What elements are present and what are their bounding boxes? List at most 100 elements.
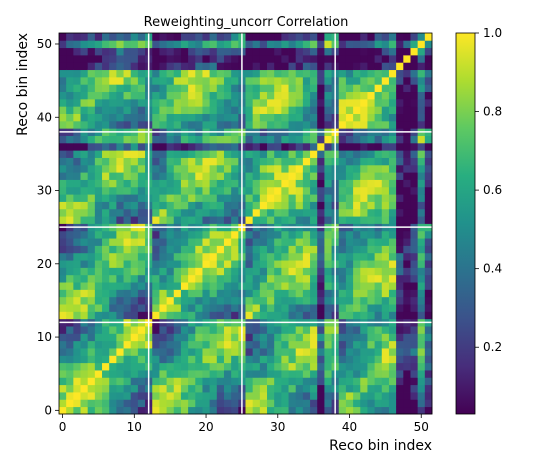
x-axis: 0 10 20 30 40 50	[59, 414, 429, 434]
heatmap-cell	[173, 348, 182, 356]
heatmap-cell	[173, 194, 182, 202]
heatmap-cell	[345, 120, 354, 129]
heatmap-cell	[73, 164, 81, 173]
heatmap-cell	[281, 399, 289, 408]
heatmap-cell	[345, 84, 354, 93]
heatmap-cell	[245, 208, 254, 217]
heatmap-cell	[288, 201, 297, 210]
heatmap-cell	[216, 274, 225, 283]
heatmap-cell	[252, 40, 261, 49]
heatmap-cell	[274, 282, 282, 290]
heatmap-cell	[317, 216, 325, 224]
heatmap-cell	[259, 172, 268, 180]
heatmap-cell	[166, 84, 175, 93]
heatmap-cell	[367, 201, 376, 210]
heatmap-cell	[87, 399, 96, 408]
heatmap-cell	[345, 230, 354, 239]
heatmap-cell	[102, 120, 110, 129]
heatmap-cell	[360, 201, 368, 210]
heatmap-cell	[180, 62, 189, 71]
heatmap-cell	[73, 348, 81, 356]
heatmap-cell	[267, 406, 275, 415]
heatmap-cell	[274, 164, 282, 173]
heatmap-cell	[295, 113, 304, 122]
heatmap-cell	[73, 91, 81, 100]
heatmap-cell	[410, 274, 419, 283]
heatmap-cell	[195, 120, 203, 129]
heatmap-cell	[317, 348, 325, 356]
heatmap-cell	[353, 157, 361, 166]
heatmap-cell	[317, 33, 325, 41]
heatmap-cell	[73, 216, 81, 224]
heatmap-cell	[209, 370, 218, 378]
heatmap-cell	[223, 311, 232, 320]
x-tick-label: 40	[342, 420, 357, 434]
heatmap-cell	[59, 164, 67, 173]
heatmap-cell	[295, 311, 304, 320]
heatmap-cell	[59, 311, 67, 320]
heatmap-cell	[209, 230, 218, 239]
heatmap-cell	[188, 267, 196, 276]
heatmap-cell	[410, 76, 419, 85]
heatmap-cell	[403, 142, 411, 151]
heatmap-cell	[345, 282, 354, 290]
heatmap-cell	[310, 84, 318, 93]
heatmap-cell	[195, 69, 203, 78]
heatmap-cell	[310, 289, 318, 298]
heatmap-cell	[274, 201, 282, 210]
heatmap-cell	[202, 238, 211, 246]
heatmap-cell	[109, 296, 117, 305]
heatmap-cell	[166, 304, 175, 312]
heatmap-cell	[252, 384, 261, 393]
heatmap-cell	[310, 260, 318, 268]
heatmap-cell	[180, 326, 189, 334]
heatmap-cell	[324, 76, 332, 85]
heatmap-cell	[424, 245, 433, 254]
heatmap-cell	[267, 179, 275, 188]
heatmap-cell	[417, 201, 426, 210]
heatmap-cell	[173, 267, 182, 276]
heatmap-cell	[252, 135, 261, 144]
heatmap-cell	[424, 54, 433, 63]
heatmap-cell	[73, 62, 81, 71]
heatmap-cell	[59, 172, 67, 180]
heatmap-cell	[295, 370, 304, 378]
heatmap-cell	[388, 362, 397, 371]
heatmap-cell	[152, 348, 160, 356]
heatmap-cell	[410, 392, 419, 400]
heatmap-cell	[173, 370, 182, 378]
heatmap-cell	[259, 282, 268, 290]
heatmap-cell	[338, 98, 347, 107]
heatmap-cell	[180, 282, 189, 290]
heatmap-cell	[59, 150, 67, 158]
heatmap-cell	[317, 69, 325, 78]
heatmap-cell	[102, 348, 110, 356]
heatmap-cell	[410, 106, 419, 114]
heatmap-cell	[360, 304, 368, 312]
heatmap-cell	[188, 157, 196, 166]
heatmap-cell	[66, 392, 74, 400]
heatmap-cell	[259, 348, 268, 356]
heatmap-cell	[188, 40, 196, 49]
heatmap-cell	[166, 172, 175, 180]
heatmap-cell	[66, 326, 74, 334]
heatmap-cell	[80, 326, 89, 334]
heatmap-cell	[223, 333, 232, 342]
heatmap-cell	[80, 208, 89, 217]
heatmap-cell	[410, 135, 419, 144]
heatmap-cell	[116, 54, 124, 63]
heatmap-cell	[66, 377, 74, 386]
heatmap-cell	[109, 84, 117, 93]
heatmap-cell	[137, 399, 146, 408]
heatmap-cell	[180, 245, 189, 254]
heatmap-cell	[94, 194, 103, 202]
heatmap-cell	[59, 76, 67, 85]
heatmap-cell	[188, 47, 196, 56]
heatmap-cell	[87, 289, 96, 298]
heatmap-cell	[159, 399, 167, 408]
heatmap-cell	[123, 84, 132, 93]
heatmap-cell	[324, 179, 332, 188]
heatmap-cell	[338, 377, 347, 386]
heatmap-cell	[216, 230, 225, 239]
heatmap-cell	[281, 362, 289, 371]
